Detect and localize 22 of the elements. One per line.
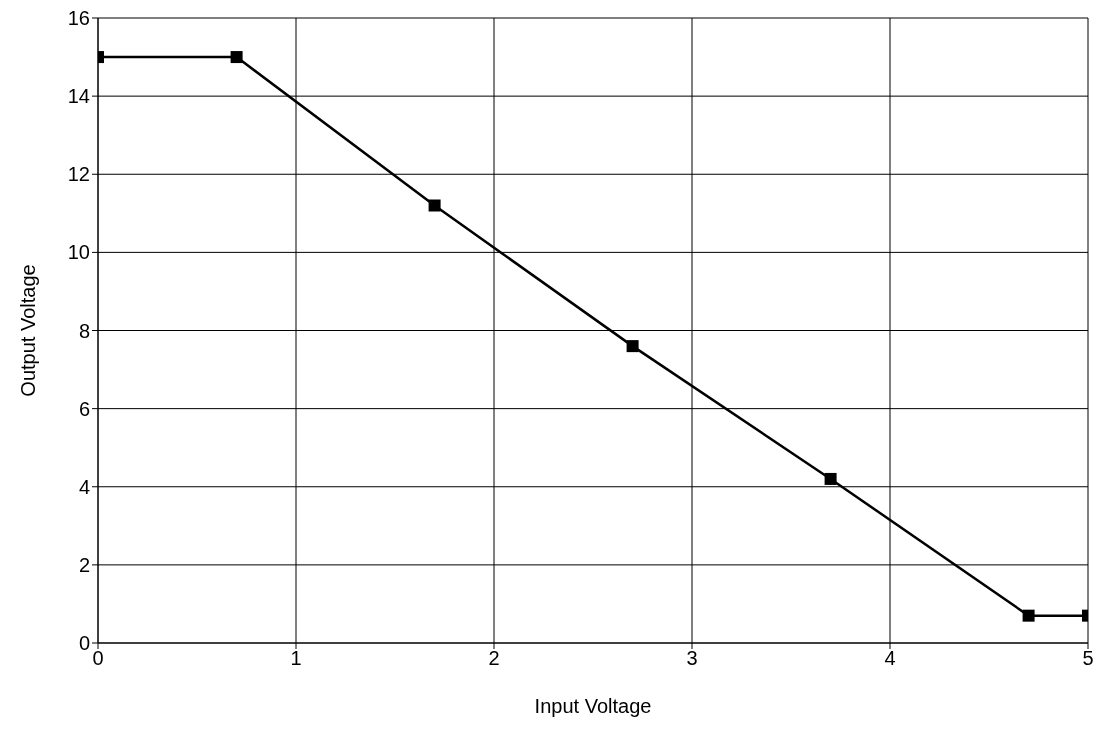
x-tick-label: 4 [884,647,896,670]
y-tick-label: 4 [78,475,90,498]
point [230,51,243,64]
x-axis-title: Input Voltage [534,695,652,717]
y-tick-label: 6 [78,397,90,420]
y-tick-label: 10 [67,241,90,264]
y-tick-label: 8 [78,319,90,342]
y-tick-label: 12 [67,163,90,186]
point [1022,609,1035,622]
y-tick-label: 2 [78,553,90,576]
x-tick-label: 3 [686,647,698,670]
point [626,340,639,353]
point [428,199,441,212]
x-tick-label: 1 [290,647,302,670]
y-axis-title: Output Voltage [17,264,40,397]
y-tick-label: 0 [78,632,90,655]
point [824,472,837,485]
x-tick-label: 0 [92,647,104,670]
x-tick-label: 2 [488,647,500,670]
x-tick-label: 5 [1082,647,1094,670]
y-tick-label: 14 [67,85,90,108]
y-tick-label: 16 [67,7,90,30]
